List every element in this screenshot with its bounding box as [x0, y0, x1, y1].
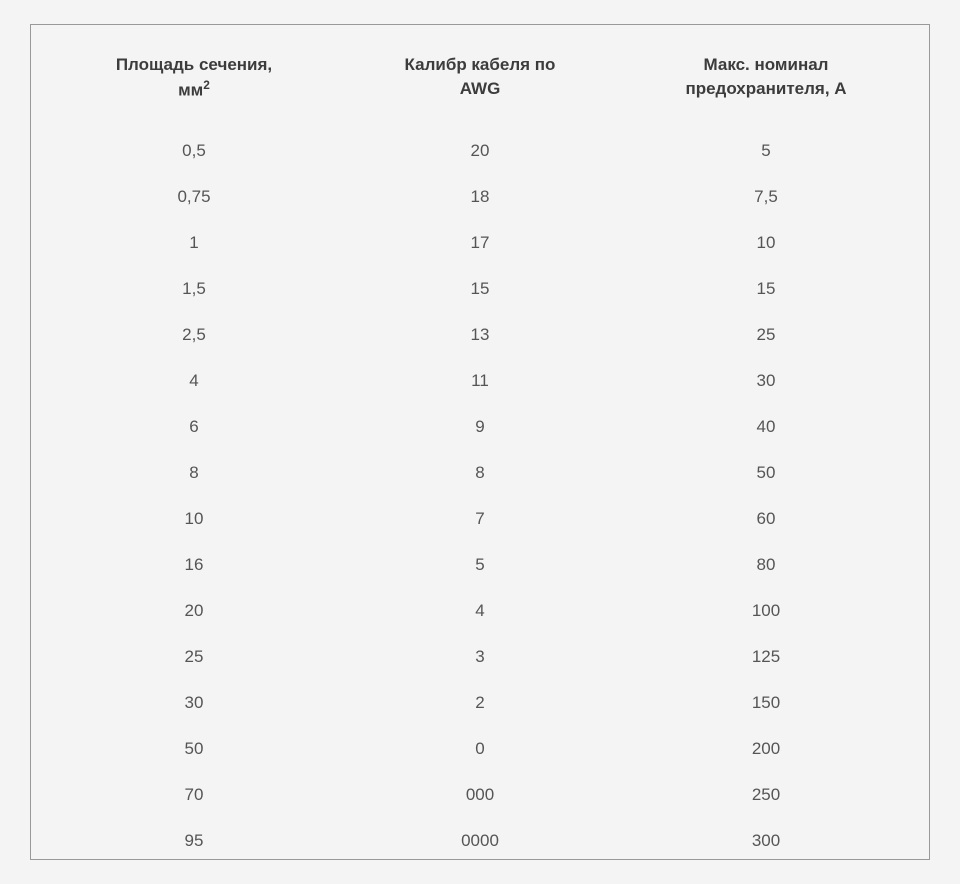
wire-gauge-table-container: Площадь сечения, мм2 Калибр кабеля по AW…	[30, 24, 930, 860]
column-header-awg: Калибр кабеля по AWG	[337, 53, 623, 128]
header-line1: Макс. номинал	[704, 55, 829, 74]
column-header-fuse-rating: Макс. номинал предохранителя, А	[623, 53, 909, 128]
table-cell: 7	[337, 496, 623, 542]
wire-gauge-table: Площадь сечения, мм2 Калибр кабеля по AW…	[51, 53, 909, 864]
table-cell: 40	[623, 404, 909, 450]
table-cell: 70	[51, 772, 337, 818]
table-cell: 50	[51, 726, 337, 772]
table-cell: 30	[51, 680, 337, 726]
table-cell: 16	[51, 542, 337, 588]
table-cell: 5	[623, 128, 909, 174]
table-cell: 9	[337, 404, 623, 450]
header-superscript: 2	[203, 78, 210, 92]
table-cell: 5	[337, 542, 623, 588]
table-cell: 0,75	[51, 174, 337, 220]
table-cell: 300	[623, 818, 909, 864]
table-row: 16580	[51, 542, 909, 588]
table-cell: 25	[51, 634, 337, 680]
table-row: 950000300	[51, 818, 909, 864]
table-row: 302150	[51, 680, 909, 726]
table-cell: 13	[337, 312, 623, 358]
table-row: 8850	[51, 450, 909, 496]
table-cell: 4	[337, 588, 623, 634]
table-cell: 11	[337, 358, 623, 404]
table-cell: 125	[623, 634, 909, 680]
column-header-cross-section: Площадь сечения, мм2	[51, 53, 337, 128]
table-row: 500200	[51, 726, 909, 772]
table-cell: 150	[623, 680, 909, 726]
table-row: 1,51515	[51, 266, 909, 312]
table-cell: 100	[623, 588, 909, 634]
table-cell: 250	[623, 772, 909, 818]
header-line2: предохранителя, А	[685, 79, 846, 98]
table-cell: 60	[623, 496, 909, 542]
table-cell: 2,5	[51, 312, 337, 358]
table-cell: 4	[51, 358, 337, 404]
table-row: 2,51325	[51, 312, 909, 358]
table-cell: 200	[623, 726, 909, 772]
table-cell: 25	[623, 312, 909, 358]
table-cell: 8	[51, 450, 337, 496]
table-cell: 50	[623, 450, 909, 496]
table-cell: 0,5	[51, 128, 337, 174]
table-row: 41130	[51, 358, 909, 404]
table-cell: 6	[51, 404, 337, 450]
table-row: 70000250	[51, 772, 909, 818]
table-cell: 10	[623, 220, 909, 266]
header-line1: Калибр кабеля по	[405, 55, 556, 74]
table-row: 0,5205	[51, 128, 909, 174]
table-row: 204100	[51, 588, 909, 634]
table-cell: 18	[337, 174, 623, 220]
table-row: 10760	[51, 496, 909, 542]
table-cell: 000	[337, 772, 623, 818]
table-cell: 95	[51, 818, 337, 864]
table-header: Площадь сечения, мм2 Калибр кабеля по AW…	[51, 53, 909, 128]
table-cell: 3	[337, 634, 623, 680]
table-row: 11710	[51, 220, 909, 266]
table-header-row: Площадь сечения, мм2 Калибр кабеля по AW…	[51, 53, 909, 128]
header-line1: Площадь сечения,	[116, 55, 272, 74]
table-cell: 17	[337, 220, 623, 266]
table-cell: 30	[623, 358, 909, 404]
table-cell: 20	[337, 128, 623, 174]
table-cell: 2	[337, 680, 623, 726]
table-cell: 15	[623, 266, 909, 312]
table-row: 253125	[51, 634, 909, 680]
table-cell: 80	[623, 542, 909, 588]
table-cell: 10	[51, 496, 337, 542]
table-body: 0,52050,75187,5117101,515152,51325411306…	[51, 128, 909, 864]
header-line2: AWG	[460, 79, 501, 98]
table-cell: 8	[337, 450, 623, 496]
table-cell: 0000	[337, 818, 623, 864]
table-row: 6940	[51, 404, 909, 450]
table-cell: 1	[51, 220, 337, 266]
table-cell: 0	[337, 726, 623, 772]
header-line2: мм	[178, 80, 203, 99]
table-cell: 1,5	[51, 266, 337, 312]
table-row: 0,75187,5	[51, 174, 909, 220]
table-cell: 20	[51, 588, 337, 634]
table-cell: 7,5	[623, 174, 909, 220]
table-cell: 15	[337, 266, 623, 312]
